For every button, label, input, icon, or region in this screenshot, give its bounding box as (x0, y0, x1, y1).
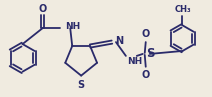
Text: NH: NH (65, 22, 81, 31)
Text: O: O (142, 29, 150, 39)
Text: O: O (142, 70, 150, 80)
Text: NH: NH (127, 57, 142, 66)
Text: S: S (78, 80, 85, 90)
Text: N: N (115, 36, 123, 46)
Text: O: O (38, 3, 47, 13)
Text: CH₃: CH₃ (174, 6, 191, 14)
Text: S: S (146, 47, 154, 60)
